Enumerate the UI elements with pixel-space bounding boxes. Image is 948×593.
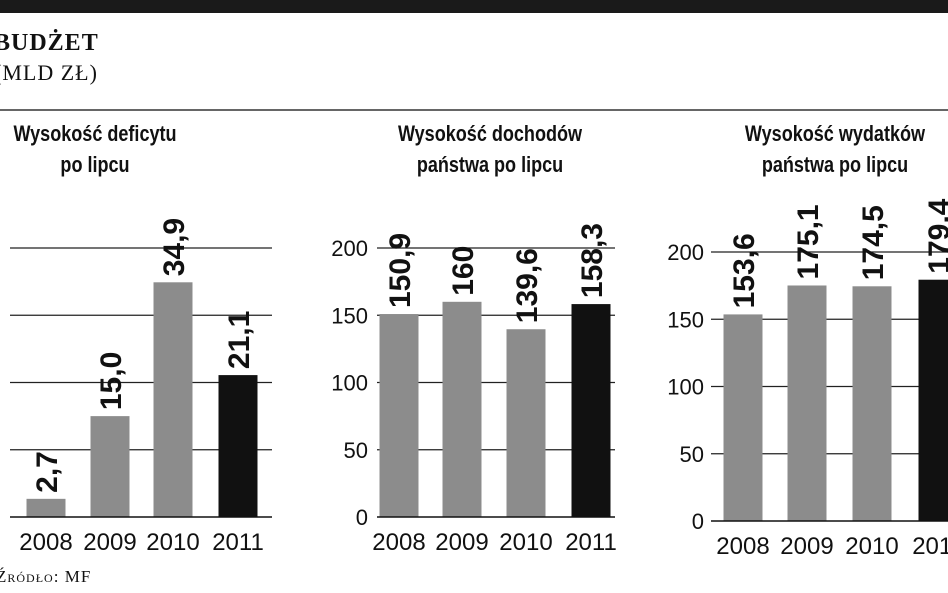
bar-2008 — [379, 314, 419, 517]
chart-title-deficit-line1: Wysokość deficytu — [13, 121, 177, 146]
value-label: 160 — [447, 246, 480, 296]
value-label: 139,6 — [511, 248, 544, 323]
chart-title-expenses-line1: Wysokość wydatków — [744, 121, 926, 146]
category-label: 2010 — [499, 529, 552, 556]
bar-2011 — [571, 304, 611, 517]
value-label: 179,4 — [923, 198, 948, 273]
revenue-bar-chart: 0 50 100 150 200 150,9 2008 160 2009 139,6 2010 158… — [331, 223, 617, 556]
y-tick-label: 50 — [680, 442, 704, 467]
category-label: 2009 — [780, 533, 833, 560]
category-label: 2011 — [212, 529, 264, 556]
chart-title-deficit: Wysokość deficytu po lipcu — [1, 118, 190, 180]
bar-2010 — [506, 329, 546, 517]
category-label: 2011 — [912, 533, 948, 560]
bar-2011 — [918, 279, 948, 521]
y-tick-label: 200 — [667, 240, 704, 265]
y-tick-label: 150 — [667, 307, 704, 332]
y-tick-label: 150 — [331, 303, 368, 328]
expenses-bar-chart: 0 50 100 150 200 153,6 2008 175,1 2009 174,5 2010 1… — [667, 198, 948, 560]
y-tick-label: 0 — [692, 509, 704, 534]
bar-2008 — [26, 498, 66, 517]
bar-2009 — [90, 416, 130, 517]
bar-2008 — [723, 314, 763, 521]
value-label: 150,9 — [384, 233, 417, 308]
chart-title-revenue: Wysokość dochodów państwa po lipcu — [383, 118, 596, 180]
category-label: 2010 — [845, 533, 898, 560]
source-value: MF — [64, 567, 92, 586]
source-label: Źródło: — [0, 567, 60, 586]
bar-2009 — [787, 285, 827, 521]
category-label: 2011 — [565, 529, 617, 556]
chart-title-revenue-line2: państwa po lipcu — [416, 152, 564, 177]
y-tick-label: 100 — [667, 375, 704, 400]
top-bar — [0, 0, 948, 13]
page-title: BUDŻET — [0, 30, 99, 56]
unit-label: (MLD ZŁ) — [0, 60, 98, 85]
value-label: 15,0 — [95, 352, 128, 410]
category-label: 2009 — [435, 529, 488, 556]
category-label: 2008 — [716, 533, 769, 560]
value-label: 174,5 — [857, 205, 890, 280]
header-rule — [0, 109, 948, 111]
value-label: 2,7 — [31, 451, 64, 493]
category-label: 2010 — [146, 529, 199, 556]
source-note: Źródło: MF — [0, 567, 91, 587]
y-tick-label: 0 — [356, 505, 368, 530]
bar-2010 — [852, 286, 892, 521]
chart-title-revenue-line1: Wysokość dochodów — [397, 121, 583, 146]
value-label: 158,3 — [576, 223, 609, 298]
y-tick-label: 100 — [331, 371, 368, 396]
y-tick-label: 200 — [331, 236, 368, 261]
chart-title-deficit-line2: po lipcu — [60, 152, 130, 177]
bar-2009 — [442, 301, 482, 517]
category-label: 2008 — [19, 529, 72, 556]
value-label: 175,1 — [792, 204, 825, 279]
bar-2011 — [218, 375, 258, 517]
value-label: 34,9 — [158, 218, 191, 276]
value-label: 21,1 — [223, 311, 256, 369]
chart-title-expenses-line2: państwa po lipcu — [761, 152, 909, 177]
value-label: 153,6 — [728, 233, 761, 308]
bar-2010 — [153, 282, 193, 517]
y-tick-label: 50 — [344, 438, 368, 463]
category-label: 2009 — [83, 529, 136, 556]
category-label: 2008 — [372, 529, 425, 556]
chart-title-expenses: Wysokość wydatków państwa po lipcu — [728, 118, 941, 180]
